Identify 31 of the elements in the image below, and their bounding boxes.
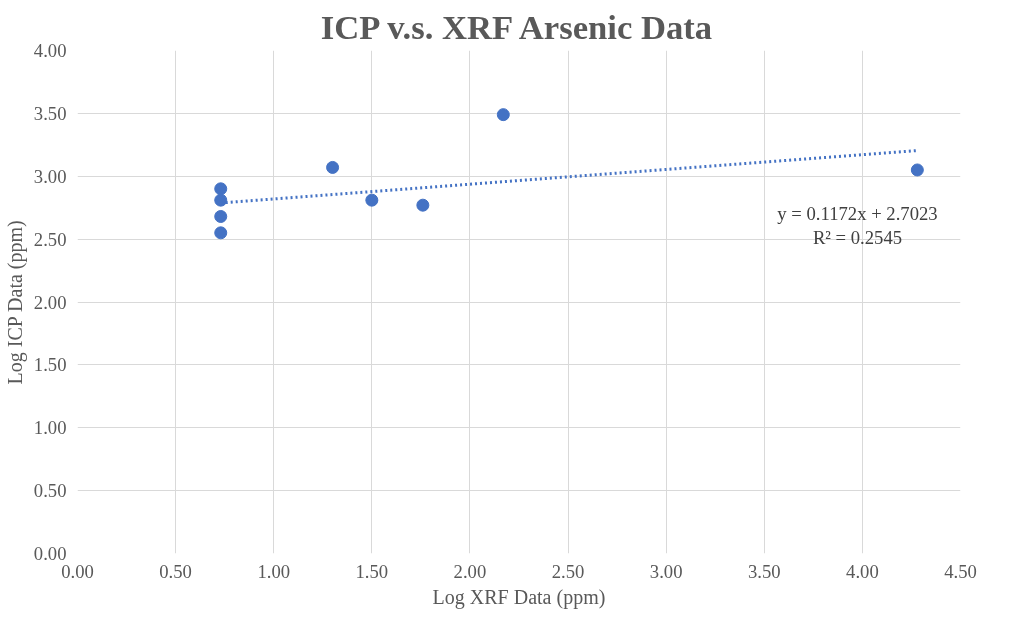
- point: [416, 198, 430, 212]
- point: [214, 226, 228, 240]
- point: [365, 193, 379, 207]
- x-tick-label: 1.00: [257, 560, 291, 582]
- point: [496, 108, 510, 122]
- y-tick-label: 3.00: [33, 165, 67, 187]
- x-tick-label: 2.50: [551, 560, 585, 582]
- y-tick-label: 2.50: [33, 228, 67, 250]
- point: [910, 163, 924, 177]
- point: [326, 160, 340, 174]
- y-tick-label: 0.50: [33, 480, 67, 502]
- y-axis-title: Log ICP Data (ppm): [3, 220, 27, 385]
- x-tick-label: 4.50: [944, 560, 977, 582]
- point: [214, 193, 228, 207]
- x-tick-label: 0.50: [159, 560, 192, 582]
- chart-title: ICP v.s. XRF Arsenic Data: [320, 7, 713, 46]
- y-tick-label: 4.00: [33, 40, 67, 61]
- point: [214, 182, 228, 196]
- y-tick-label: 1.00: [33, 417, 67, 439]
- y-tick-label: 1.50: [33, 354, 67, 376]
- x-tick-label: 2.00: [453, 560, 487, 582]
- y-tick-label: 2.00: [33, 291, 67, 313]
- x-tick-label: 4.00: [846, 560, 879, 582]
- x-tick-label: 1.50: [355, 560, 389, 582]
- y-tick-label: 3.50: [33, 102, 67, 124]
- x-tick-label: 3.00: [649, 560, 683, 582]
- x-axis-title: Log XRF Data (ppm): [432, 585, 606, 609]
- point: [214, 210, 228, 223]
- annotation: R² = 0.2545: [812, 226, 903, 248]
- annotation: y = 0.1172x + 2.7023: [777, 202, 938, 224]
- x-tick-label: 3.50: [747, 560, 781, 582]
